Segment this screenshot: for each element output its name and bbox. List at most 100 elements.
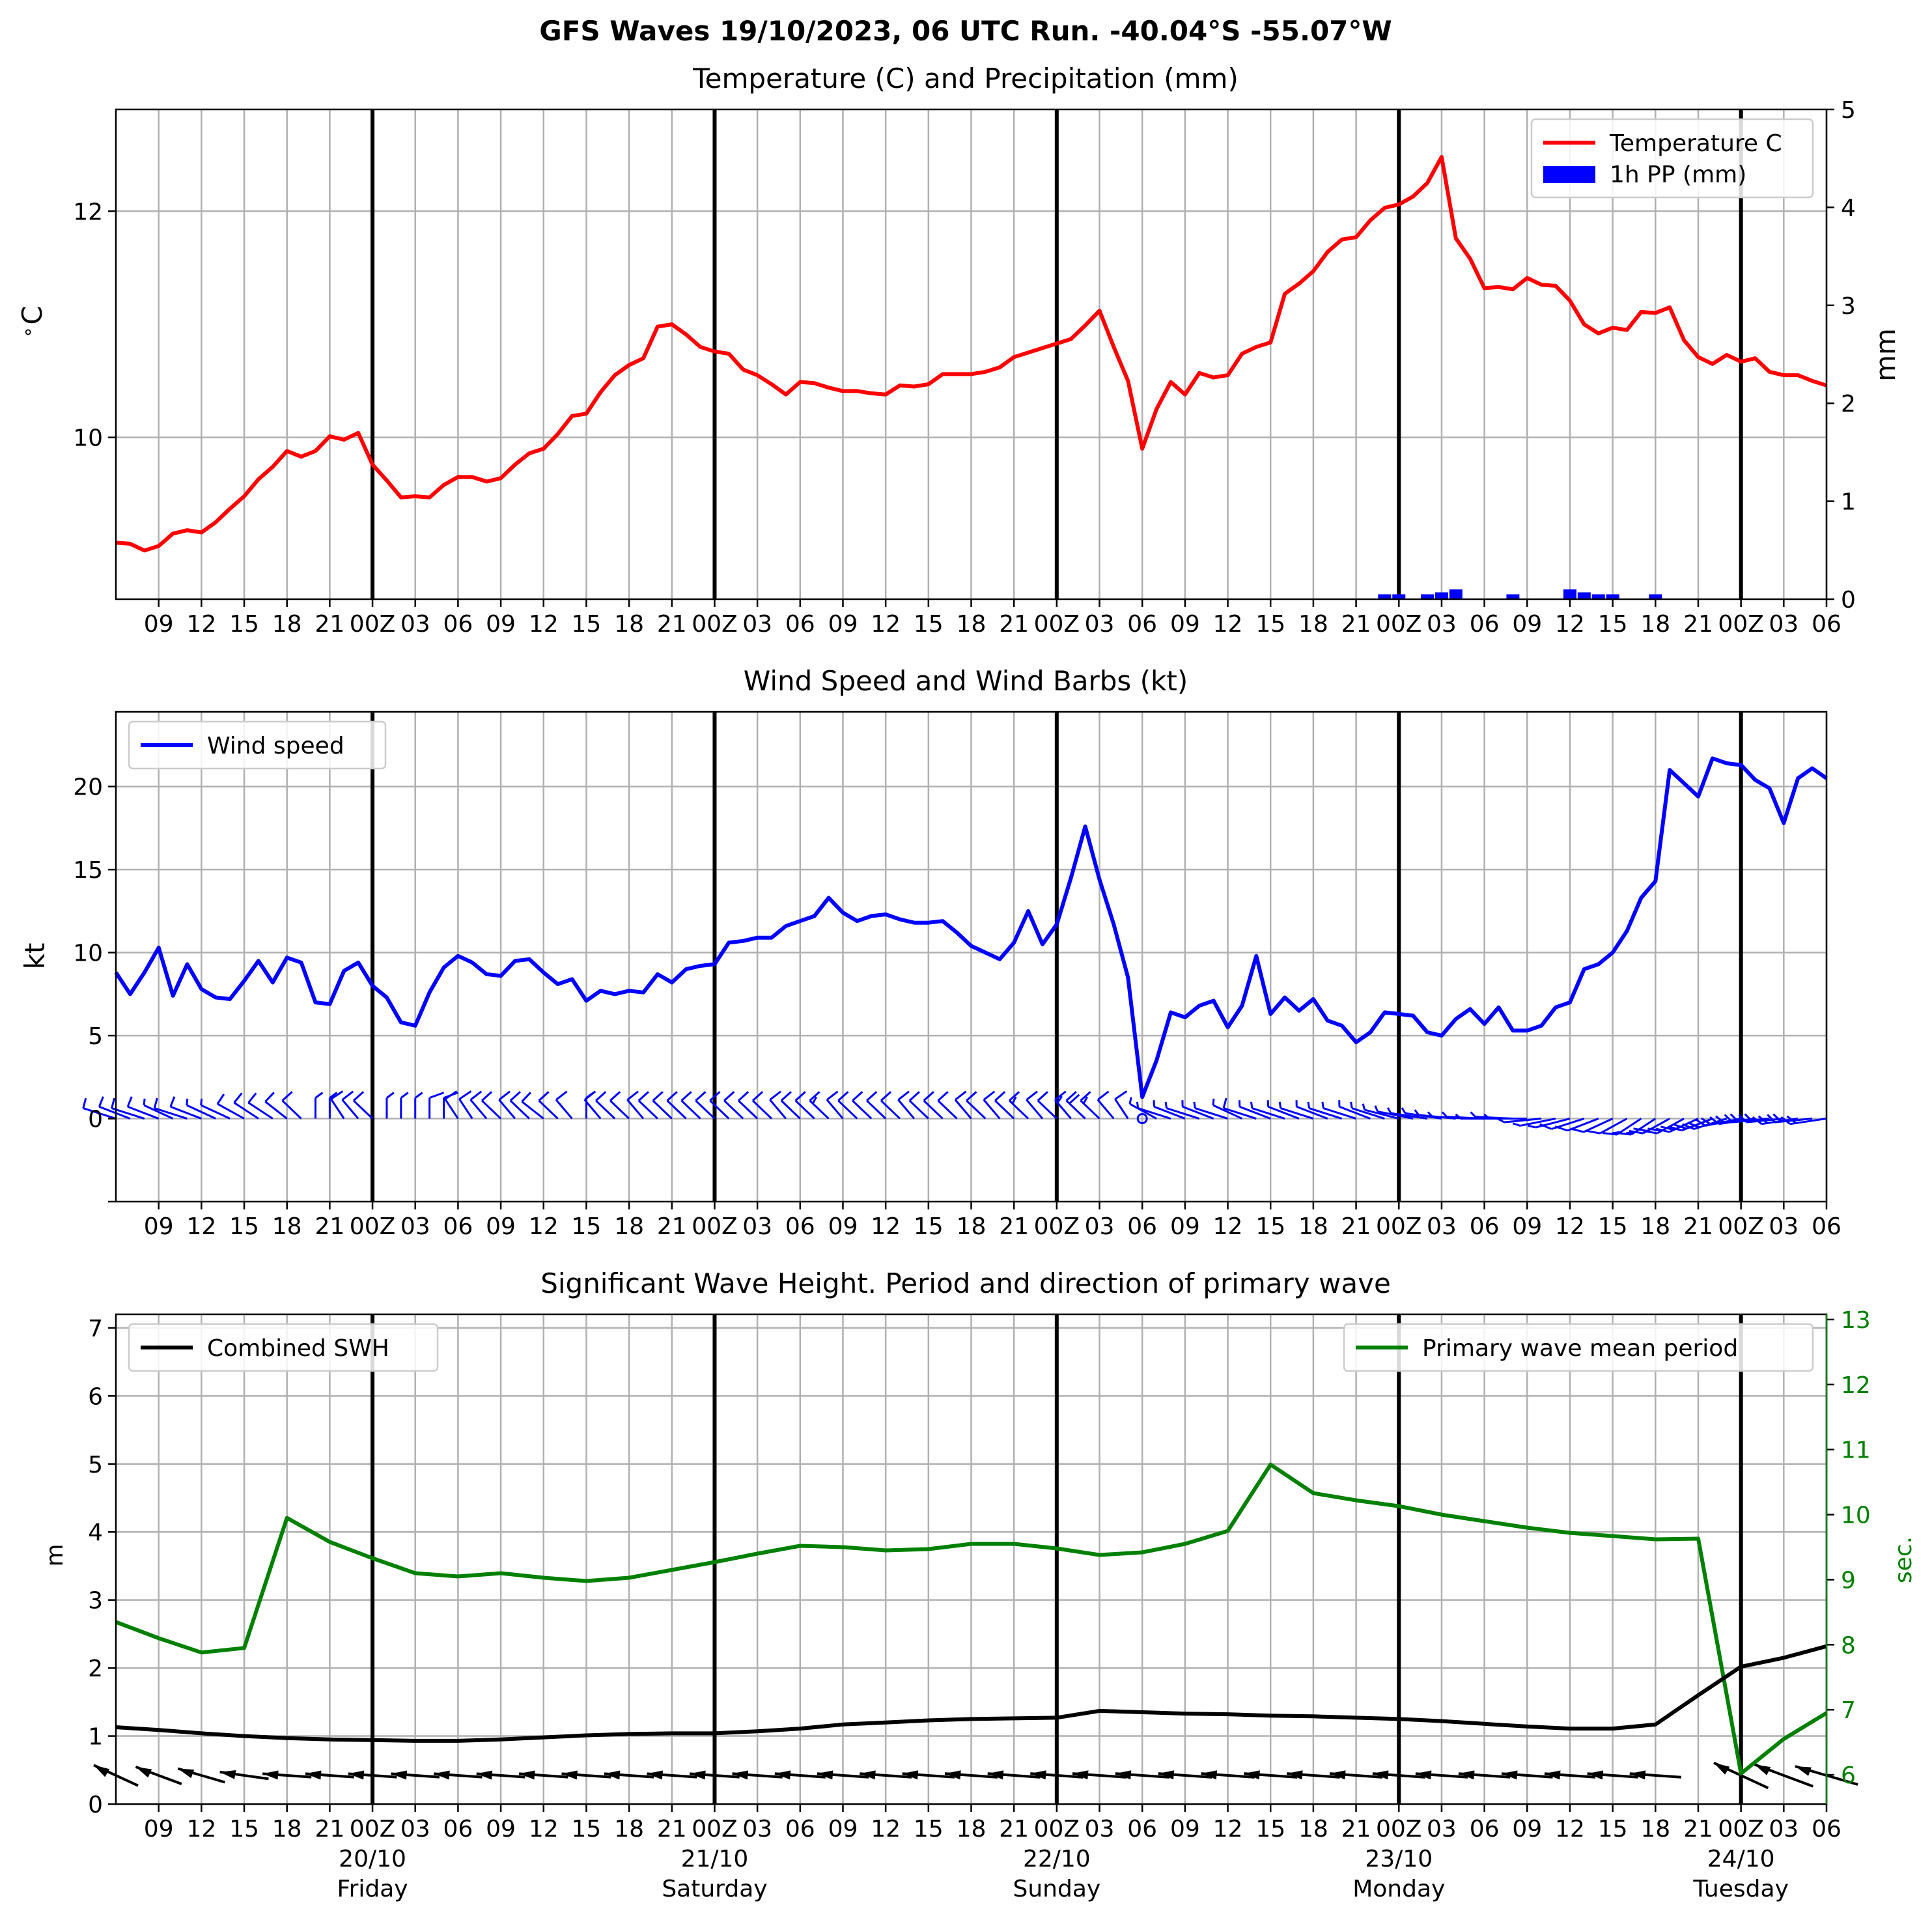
x-tick-label: 09 [486,1213,516,1240]
wind-barb [1386,1107,1428,1120]
wind-barb-feather [186,1098,189,1106]
wind-panel: 09 12 15 18 21 00Z 03 06 09 12 15 18 21 00Z 03 06 09 12 15… [73,711,1841,1240]
y-tick-label: 4 [88,1519,103,1546]
wind-barb [723,1091,744,1120]
wind-barb-feather [897,1090,910,1101]
wind-barb-feather [1616,1132,1632,1136]
wind-barb-feather [481,1091,493,1102]
arrow-head [1713,1762,1730,1775]
x-tick-label: 18 [957,1213,987,1240]
y-tick-label: 2 [88,1656,103,1682]
x-tick-label: 03 [1427,1816,1457,1842]
x-tick-label: 06 [1127,1816,1157,1842]
day-date-label: 24/10 [1707,1846,1775,1872]
wind-barb-shaft [1252,1107,1285,1120]
y-tick-label-right: 13 [1841,1307,1871,1334]
x-tick-label: 09 [486,611,516,638]
x-tick-label: 06 [1812,1213,1841,1240]
x-tick-label: 09 [1512,1816,1542,1842]
day-date-label: 20/10 [339,1846,406,1872]
x-tick-label: 00Z [1376,1213,1421,1240]
wind-barb-shaft [341,1099,359,1120]
wind-barb [555,1090,573,1120]
wind-barb [1267,1100,1300,1120]
wind-barb-feather [264,1092,275,1103]
x-tick-label: 09 [828,1213,858,1240]
wind-barb-shaft [111,1107,145,1120]
x-tick-label: 12 [529,1816,559,1842]
wind-barb-shaft [247,1101,273,1120]
x-tick-label: 21 [315,1816,344,1842]
wind-barb-feather [1767,1114,1776,1123]
wind-barb-feather [414,1092,423,1099]
x-tick-label: 15 [1255,1816,1285,1842]
wind-barb [826,1090,844,1120]
wind-barb-shaft [1138,1107,1171,1120]
wind-barb-feather [1011,1096,1017,1105]
arrow-head [817,1770,833,1780]
x-tick-label: 15 [229,1816,259,1842]
wind-barb [1193,1101,1229,1120]
wind-barb [143,1098,174,1120]
arrow-head [1287,1770,1303,1780]
wind-barb [186,1098,216,1120]
arrow-head [1629,1770,1646,1780]
wind-barb-shaft [233,1101,259,1120]
wind-barb-feather [1128,1097,1132,1105]
y-tick-label: 5 [88,1023,103,1050]
wind-barb [233,1092,259,1120]
x-tick-label: 03 [1427,611,1457,638]
x-tick-label: 00Z [1376,611,1421,638]
wind-barb [1114,1090,1129,1120]
wind-barb [353,1091,374,1120]
precip-bar [1606,594,1619,599]
swh-line [115,1644,1827,1743]
wind-barb-feather [400,1092,409,1099]
wind-barb [709,1091,730,1120]
x-tick-label: 06 [443,1213,473,1240]
wave-direction-arrow [1458,1770,1511,1780]
wind-barb-feather [1497,1118,1505,1123]
x-tick-label: 00Z [1718,1213,1763,1240]
wind-barb [837,1091,858,1120]
wind-speed-line [114,756,1828,1099]
wind-barb-feather [1786,1115,1797,1124]
arrow-head [1372,1770,1389,1780]
wind-barb-shaft [1351,1107,1385,1120]
wind-barb-feather [1752,1116,1763,1125]
wind-barb-feather [1570,1127,1584,1133]
wind-barb-feather [1738,1114,1748,1123]
arrow-head [604,1770,621,1780]
wave-direction-arrow [902,1770,955,1780]
wind-barb-feather [1441,1111,1448,1118]
wind-barb [400,1092,409,1119]
arrow-head [434,1770,450,1780]
wind-barb [954,1090,972,1120]
wind-barb [1097,1090,1115,1120]
wind-barb-feather [1414,1109,1420,1116]
wind-barb-feather [626,1090,639,1101]
wave-direction-arrow [1201,1770,1255,1780]
wind-barb-feather [469,1090,483,1101]
wind-barb-shaft [469,1099,488,1120]
wind-barb-shaft [1535,1118,1571,1129]
x-tick-label: 06 [443,611,473,638]
x-tick-label: 09 [144,1816,174,1842]
panel2-ylabel: kt [19,943,51,970]
wind-barb-feather [652,1091,664,1102]
wind-barb [595,1091,616,1120]
x-tick-label: 21 [1341,1213,1371,1240]
x-tick-label: 03 [1769,1213,1799,1240]
wind-barb [169,1096,202,1120]
x-tick-label: 21 [315,611,344,638]
wind-barb-shaft [954,1099,972,1120]
wind-barb-feather [233,1092,243,1104]
wind-barb-feather [1307,1101,1310,1108]
wind-barb-feather [1655,1127,1670,1133]
wind-barb [428,1092,445,1119]
wind-barb [780,1091,801,1120]
arrow-head [1795,1766,1812,1776]
precip-bar [1378,594,1392,599]
arrow-head [774,1770,791,1780]
wind-barb-feather [1455,1113,1462,1120]
